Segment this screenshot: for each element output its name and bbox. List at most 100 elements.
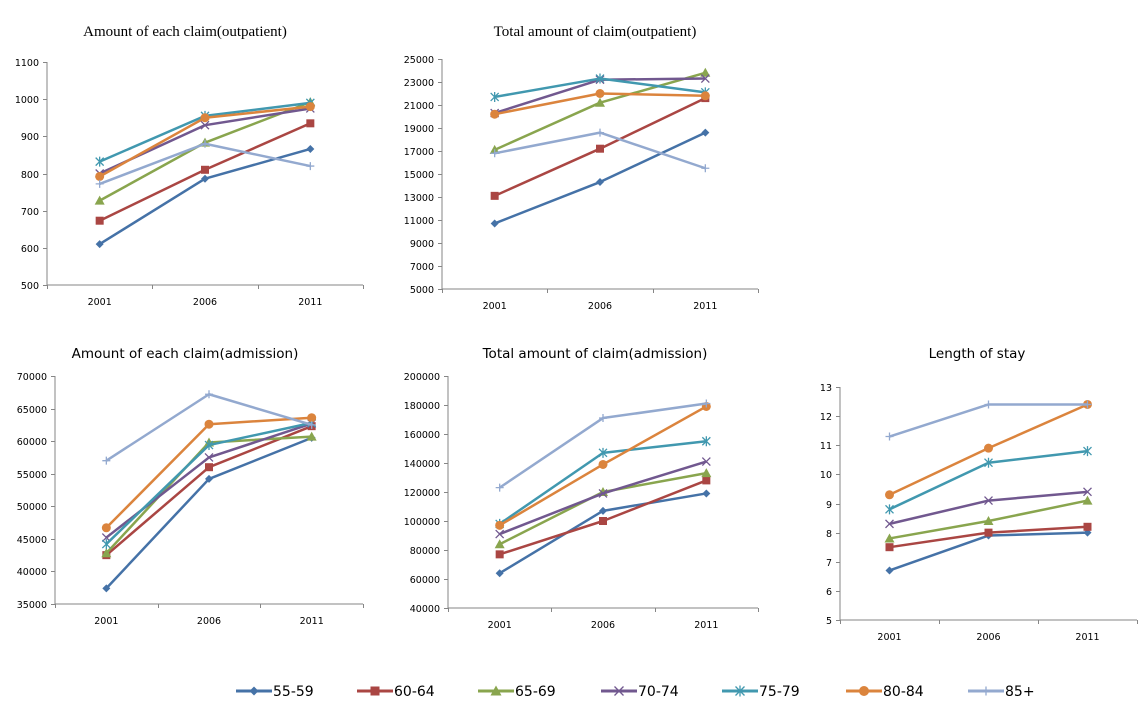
data-point — [200, 113, 210, 123]
y-tick-label: 17000 — [404, 147, 434, 158]
data-point — [1083, 400, 1092, 409]
axes: 5000 7000 9000 11000 13000 15000 17000 19000 210… — [404, 55, 759, 312]
y-tick-label: 35000 — [17, 600, 47, 611]
data-point — [701, 128, 710, 137]
data-point — [490, 109, 500, 119]
legend-svg: 55-59 60-64 65-69 70-74 75-79 80-84 85+ — [236, 684, 1035, 700]
data-point — [702, 476, 711, 485]
data-point — [205, 474, 213, 483]
legend-item-70-74: 70-74 — [601, 684, 679, 700]
y-tick-label: 9000 — [410, 239, 434, 250]
legend-marker-icon — [614, 686, 624, 696]
y-tick-label: 11 — [820, 441, 832, 452]
series-75-79 — [885, 446, 1092, 515]
data-point — [495, 520, 505, 530]
series-65-69 — [489, 67, 711, 154]
x-tick-label: 2001 — [483, 301, 507, 312]
x-tick-label: 2006 — [976, 632, 1000, 643]
y-tick-label: 11000 — [404, 216, 434, 227]
series-line — [494, 71, 706, 151]
data-point — [598, 447, 608, 458]
series-80-84 — [885, 399, 1092, 500]
series-55-59 — [490, 128, 710, 228]
data-point — [201, 174, 209, 183]
x-tick-label: 2011 — [694, 620, 718, 631]
data-point — [702, 399, 711, 408]
data-point — [701, 468, 712, 478]
y-tick-label: 21000 — [404, 101, 434, 112]
legend-item-65-69: 65-69 — [478, 684, 556, 700]
data-point — [490, 191, 499, 200]
data-point — [101, 548, 112, 558]
legend-item-75-79: 75-79 — [722, 684, 800, 700]
chart-plot: 5000 7000 9000 11000 13000 15000 17000 19000 210… — [404, 55, 759, 312]
series-60-64 — [95, 119, 315, 225]
y-tick-label: 12 — [820, 412, 832, 423]
series-line — [99, 147, 311, 246]
axes: 35000 40000 45000 50000 55000 60000 65000 70000… — [17, 372, 364, 627]
y-tick-label: 15000 — [404, 170, 434, 181]
chart-title: Total amount of claim(outpatient) — [493, 24, 697, 40]
chart-plot: 35000 40000 45000 50000 55000 60000 65000 70000… — [17, 372, 364, 627]
data-point — [490, 91, 500, 102]
y-tick-label: 1000 — [15, 95, 39, 106]
data-point — [306, 119, 315, 128]
y-tick-label: 6 — [826, 587, 832, 598]
data-point — [599, 414, 607, 423]
data-point — [205, 463, 213, 472]
y-tick-label: 45000 — [17, 535, 47, 546]
y-tick-label: 60000 — [410, 575, 440, 586]
y-tick-label: 900 — [21, 132, 39, 143]
series-65-69 — [101, 431, 317, 558]
series-line — [105, 435, 312, 555]
data-point — [490, 219, 499, 228]
data-point — [599, 506, 607, 515]
legend-item-60-64: 60-64 — [357, 684, 435, 700]
x-tick-label: 2001 — [94, 616, 118, 627]
y-tick-label: 55000 — [17, 470, 47, 481]
y-tick-label: 23000 — [404, 78, 434, 89]
data-point — [306, 162, 315, 171]
chart-legend: 55-59 60-64 65-69 70-74 75-79 80-84 85+ — [0, 676, 1144, 706]
x-tick-label: 2011 — [300, 616, 324, 627]
data-point — [595, 89, 605, 98]
data-point — [701, 164, 710, 173]
data-point — [305, 102, 315, 112]
data-point — [983, 515, 994, 525]
axes: 5 6 7 8 9 10 11 12 13 2001 2006 2011 — [820, 383, 1138, 643]
y-tick-label: 9 — [826, 500, 832, 511]
data-point — [201, 165, 209, 174]
y-tick-label: 100000 — [404, 517, 440, 528]
data-point — [490, 149, 499, 158]
data-point — [984, 457, 993, 468]
chart-title: Total amount of claim(admission) — [482, 346, 708, 362]
series-60-64 — [495, 476, 711, 559]
data-point — [101, 539, 111, 550]
y-tick-label: 7 — [826, 558, 832, 569]
data-point — [205, 390, 213, 399]
data-point — [885, 519, 894, 529]
series-80-84 — [490, 89, 710, 119]
legend-label: 75-79 — [759, 684, 800, 700]
y-tick-label: 50000 — [17, 502, 47, 513]
series-70-74 — [885, 487, 1092, 529]
y-tick-label: 500 — [21, 281, 39, 292]
series-55-59 — [102, 433, 316, 593]
data-point — [494, 539, 505, 549]
chart-amount-each-claim-outpatient: Amount of each claim(outpatient) 500 600 7… — [0, 0, 380, 320]
series-85plus — [95, 139, 315, 188]
series-70-74 — [495, 457, 711, 539]
data-point — [1083, 522, 1092, 531]
chart-total-claim-admission: Total amount of claim(admission) 40000 60… — [380, 335, 780, 635]
data-point — [596, 178, 604, 187]
data-point — [95, 216, 104, 225]
x-tick-label: 2011 — [298, 297, 322, 308]
data-point — [200, 120, 210, 130]
data-point — [701, 457, 711, 467]
x-tick-label: 2006 — [193, 297, 217, 308]
x-tick-label: 2011 — [693, 301, 717, 312]
data-point — [204, 440, 214, 451]
x-tick-label: 2006 — [588, 301, 612, 312]
y-tick-label: 800 — [21, 170, 39, 181]
data-point — [95, 179, 104, 188]
